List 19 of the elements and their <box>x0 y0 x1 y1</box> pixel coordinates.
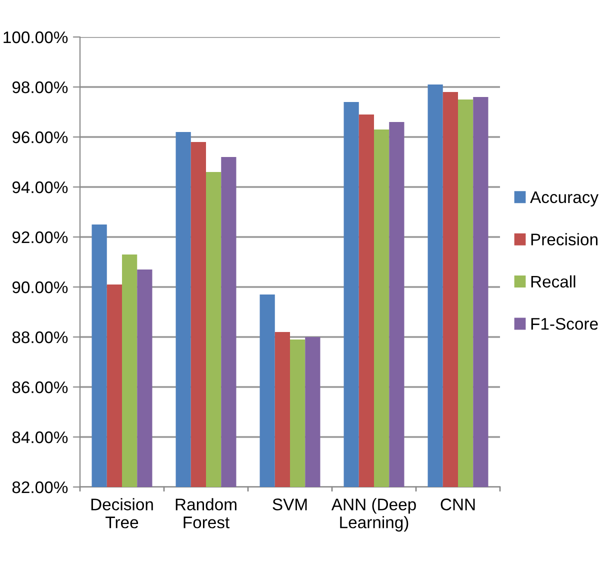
x-tick-label: CNN <box>440 498 475 510</box>
x-tick-label: ANN (Deep Learning) <box>331 498 416 532</box>
legend-label: Accuracy <box>530 192 599 206</box>
y-tick-label: 82.00% <box>12 481 68 494</box>
y-tick-label: 96.00% <box>12 131 68 144</box>
x-tick-label: SVM <box>272 498 307 510</box>
y-tick-label: 92.00% <box>12 231 68 244</box>
x-tick-label: Decision Tree <box>91 498 153 528</box>
y-tick-label: 90.00% <box>12 281 68 294</box>
y-tick-label: 94.00% <box>12 181 68 194</box>
y-tick-label: 100.00% <box>4 31 68 44</box>
x-tick-label: Random Forest <box>176 498 236 528</box>
legend-label: F1-Score <box>531 318 598 330</box>
y-tick-label: 86.00% <box>12 381 68 394</box>
y-tick-label: 88.00% <box>12 331 68 344</box>
legend-label: Precision <box>531 233 598 246</box>
y-tick-label: 98.00% <box>12 81 68 94</box>
y-tick-label: 84.00% <box>12 431 68 444</box>
legend-label: Recall <box>531 275 576 288</box>
